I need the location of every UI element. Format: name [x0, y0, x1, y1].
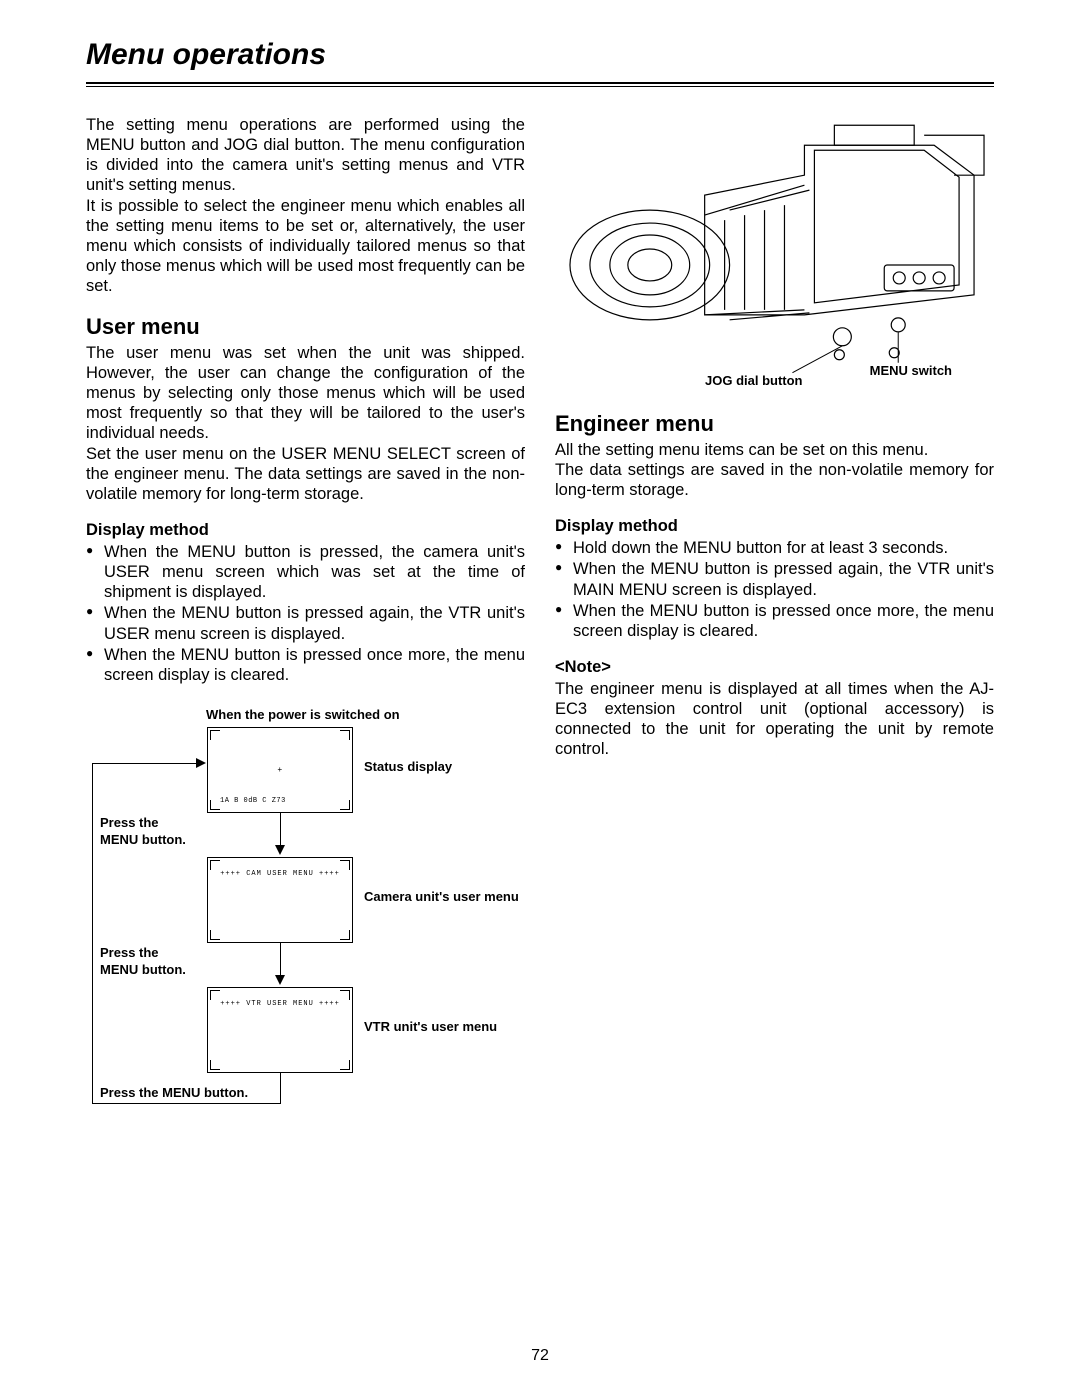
- label-press-menu-2: Press the MENU button.: [100, 945, 200, 979]
- screen-cam-text: ++++ CAM USER MENU ++++: [212, 870, 348, 879]
- list-item: When the MENU button is pressed once mor…: [555, 601, 994, 641]
- menu-flow-diagram: When the power is switched on + 1A B 0dB…: [86, 707, 525, 1147]
- user-display-method-list: When the MENU button is pressed, the cam…: [86, 542, 525, 685]
- arrow-head-icon: [275, 975, 285, 985]
- engineer-para-1: All the setting menu items can be set on…: [555, 440, 994, 460]
- screen-status-line: 1A B 0dB C Z73: [220, 797, 340, 806]
- note-body: The engineer menu is displayed at all ti…: [555, 679, 994, 760]
- flow-line: [92, 1103, 281, 1104]
- label-status-display: Status display: [364, 759, 452, 776]
- label-menu-switch: MENU switch: [870, 363, 952, 379]
- flow-line: [280, 1073, 281, 1103]
- screen-status: + 1A B 0dB C Z73: [207, 727, 353, 813]
- screen-cam-user: ++++ CAM USER MENU ++++: [207, 857, 353, 943]
- intro-para-2: It is possible to select the engineer me…: [86, 196, 525, 297]
- engineer-para-2: The data settings are saved in the non-v…: [555, 460, 994, 500]
- label-press-menu-1: Press the MENU button.: [100, 815, 200, 849]
- list-item: When the MENU button is pressed again, t…: [86, 603, 525, 643]
- arrow-head-icon: [196, 758, 206, 768]
- flow-line: [92, 763, 93, 1103]
- engineer-display-method-heading: Display method: [555, 516, 994, 536]
- camera-illustration: MENU switch JOG dial button: [555, 115, 994, 385]
- user-menu-heading: User menu: [86, 314, 525, 341]
- engineer-menu-heading: Engineer menu: [555, 411, 994, 438]
- left-column: The setting menu operations are performe…: [86, 115, 525, 1147]
- screen-vtr-text: ++++ VTR USER MENU ++++: [212, 1000, 348, 1009]
- label-press-menu-3: Press the MENU button.: [100, 1085, 248, 1102]
- list-item: When the MENU button is pressed, the cam…: [86, 542, 525, 602]
- list-item: Hold down the MENU button for at least 3…: [555, 538, 994, 558]
- user-display-method-heading: Display method: [86, 520, 525, 540]
- engineer-display-method-list: Hold down the MENU button for at least 3…: [555, 538, 994, 641]
- arrow-shaft: [280, 813, 281, 845]
- label-vtr-user-menu: VTR unit's user menu: [364, 1019, 524, 1036]
- flow-line: [92, 763, 196, 764]
- right-column: MENU switch JOG dial button Engineer men…: [555, 115, 994, 1147]
- list-item: When the MENU button is pressed once mor…: [86, 645, 525, 685]
- title-rule: [86, 82, 994, 87]
- arrow-head-icon: [275, 845, 285, 855]
- list-item: When the MENU button is pressed again, t…: [555, 559, 994, 599]
- flow-title: When the power is switched on: [206, 707, 400, 723]
- intro-para-1: The setting menu operations are performe…: [86, 115, 525, 196]
- page-title: Menu operations: [86, 38, 994, 72]
- arrow-shaft: [280, 943, 281, 975]
- note-heading: <Note>: [555, 657, 994, 677]
- user-menu-para-1: The user menu was set when the unit was …: [86, 343, 525, 444]
- page-number: 72: [0, 1347, 1080, 1365]
- screen-plus: +: [212, 766, 348, 776]
- user-menu-para-2: Set the user menu on the USER MENU SELEC…: [86, 444, 525, 504]
- label-cam-user-menu: Camera unit's user menu: [364, 889, 524, 906]
- two-column-layout: The setting menu operations are performe…: [86, 115, 994, 1147]
- screen-vtr-user: ++++ VTR USER MENU ++++: [207, 987, 353, 1073]
- label-jog-dial: JOG dial button: [705, 373, 803, 389]
